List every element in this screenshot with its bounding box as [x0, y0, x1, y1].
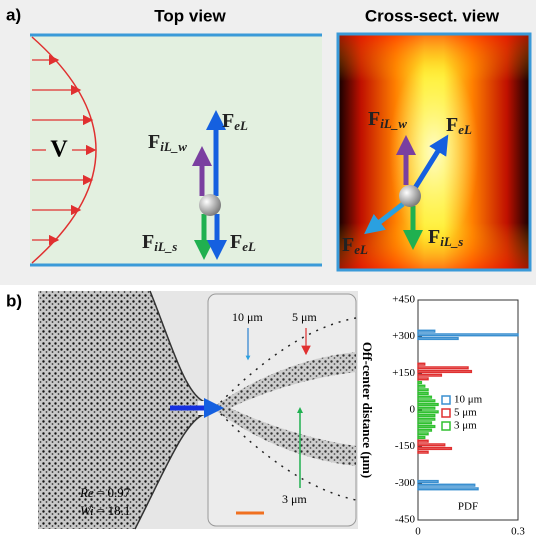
force-subscript: eL	[242, 239, 256, 254]
bar	[418, 407, 435, 409]
velocity-label: V	[50, 137, 68, 163]
force-symbol: F	[446, 114, 458, 136]
y-tick-label: +450	[392, 294, 415, 306]
legend-swatch	[442, 396, 450, 404]
legend-label: 10 μm	[454, 394, 483, 406]
legend-swatch	[442, 409, 450, 417]
x-tick-label: 0	[415, 526, 421, 538]
weissenberg: Wi = 18.1	[80, 503, 130, 518]
bar	[418, 418, 435, 420]
annotation: 5 μm	[292, 310, 317, 324]
panel-label: a)	[6, 5, 21, 24]
bar	[418, 367, 468, 369]
bar	[418, 451, 428, 453]
force-subscript: eL	[458, 122, 472, 137]
bar	[418, 422, 431, 424]
heatmap-glow	[389, 57, 479, 247]
x-tick-label: 0.3	[511, 526, 525, 538]
force-subscript: iL_w	[380, 116, 407, 131]
bar	[418, 371, 471, 373]
bar	[418, 448, 451, 450]
reynolds: Re = 0.97	[79, 485, 131, 500]
bar	[418, 484, 475, 486]
legend-label: 5 μm	[454, 407, 477, 419]
bar	[418, 385, 425, 387]
force-subscript: iL_s	[154, 239, 177, 254]
figure-svg: a) Top view Cross-sect. view V FiL_w FeL…	[0, 0, 536, 544]
annotation: 3 μm	[282, 492, 307, 506]
bar	[418, 363, 425, 365]
y-tick-label: -150	[395, 440, 416, 452]
bar	[418, 411, 438, 413]
panel-title: Cross-sect. view	[365, 6, 500, 25]
bar	[418, 330, 435, 332]
bar	[418, 437, 425, 439]
bar	[418, 488, 478, 490]
force-symbol: F	[222, 110, 234, 132]
bar	[418, 400, 435, 402]
force-symbol: F	[142, 231, 154, 253]
particle	[199, 194, 221, 216]
bar	[418, 415, 435, 417]
y-axis-label: Off-center distance (μm)	[360, 342, 375, 478]
bar	[418, 374, 441, 376]
legend-swatch	[442, 422, 450, 430]
bar	[418, 389, 428, 391]
y-tick-label: +300	[392, 330, 415, 342]
particle	[399, 185, 421, 207]
bar	[418, 429, 431, 431]
value: = 18.1	[97, 503, 130, 518]
bar	[418, 396, 431, 398]
force-symbol: F	[368, 108, 380, 130]
symbol: Re	[79, 485, 94, 500]
bar	[418, 338, 458, 340]
force-subscript: eL	[234, 118, 248, 133]
bar	[418, 382, 421, 384]
y-tick-label: 0	[410, 404, 416, 416]
symbol: Wi	[80, 503, 94, 518]
force-symbol: F	[428, 226, 440, 248]
y-tick-label: -450	[395, 514, 416, 526]
force-subscript: eL	[354, 242, 368, 257]
x-axis-label: PDF	[458, 501, 478, 513]
force-symbol: F	[342, 234, 354, 256]
force-subscript: iL_s	[440, 234, 463, 249]
bar	[418, 481, 438, 483]
value: = 0.97	[97, 485, 131, 500]
annotation: 10 μm	[232, 310, 263, 324]
panel-title: Top view	[154, 6, 226, 25]
bar	[418, 404, 438, 406]
bar	[418, 440, 428, 442]
bar	[418, 378, 428, 380]
bar	[418, 334, 518, 336]
force-symbol: F	[230, 231, 242, 253]
bar	[418, 433, 428, 435]
bar	[418, 393, 428, 395]
panel-label: b)	[6, 291, 22, 310]
y-tick-label: -300	[395, 477, 416, 489]
force-subscript: iL_w	[160, 139, 187, 154]
figure: a) Top view Cross-sect. view V FiL_w FeL…	[0, 0, 536, 544]
y-tick-label: +150	[392, 367, 415, 379]
bar	[418, 444, 445, 446]
force-symbol: F	[148, 131, 160, 153]
legend-label: 3 μm	[454, 420, 477, 432]
bar	[418, 426, 435, 428]
